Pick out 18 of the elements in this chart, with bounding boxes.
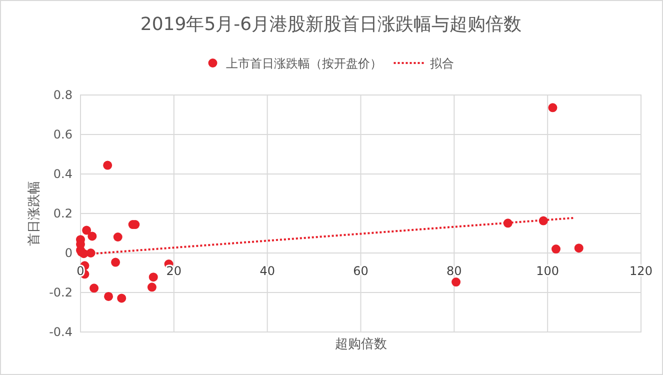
legend-label: 拟合 [430,56,454,70]
y-tick-label: 0 [64,246,72,260]
x-tick-label: 20 [166,264,182,278]
chart-title: 2019年5月-6月港股新股首日涨跌幅与超购倍数 [140,14,522,35]
x-tick-label: 100 [536,264,560,278]
x-tick-label: 120 [630,264,652,278]
legend-label: 上市首日涨跌幅（按开盘价） [226,56,382,70]
x-tick-label: 60 [353,264,368,278]
x-tick-label: 80 [446,264,462,278]
y-tick-label: -0.4 [49,325,72,339]
x-axis-title: 超购倍数 [334,337,387,352]
y-tick-label: 0.8 [53,88,72,102]
y-axis-title: 首日涨跌幅 [27,181,42,246]
y-tick-label: 0.2 [53,206,72,220]
y-tick-label: 0.4 [53,167,72,181]
y-tick-label: -0.2 [49,286,72,300]
x-tick-label: 40 [260,264,275,278]
y-tick-label: 0.6 [53,128,72,142]
